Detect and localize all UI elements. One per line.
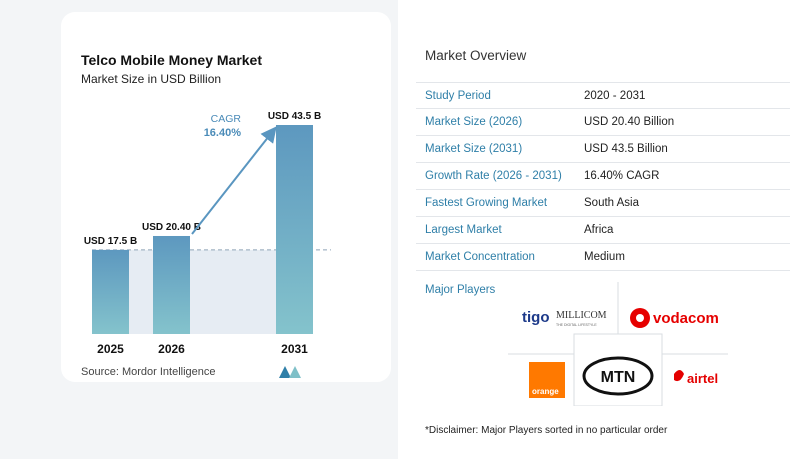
airtel-logo-text: airtel (687, 371, 718, 386)
airtel-logo: airtel (674, 370, 718, 386)
overview-row-value: 2020 - 2031 (584, 89, 646, 102)
orange-logo: orange (529, 362, 565, 398)
cagr-value: 16.40% (204, 127, 242, 139)
x-tick-label: 2031 (281, 342, 308, 356)
overview-row: Market Size (2031) USD 43.5 Billion (416, 136, 790, 163)
overview-row: Growth Rate (2026 - 2031) 16.40% CAGR (416, 163, 790, 190)
cagr-label: CAGR (211, 113, 242, 125)
market-overview-panel: Market Overview Study Period 2020 - 2031 M… (398, 0, 800, 459)
bar-value-label: USD 20.40 B (142, 222, 201, 233)
players-disclaimer: *Disclaimer: Major Players sorted in no … (425, 425, 668, 436)
bar (276, 125, 313, 334)
orange-square-icon (529, 362, 565, 398)
overview-row: Study Period 2020 - 2031 (416, 82, 790, 109)
overview-row-label: Market Concentration (425, 251, 535, 263)
x-tick-label: 2025 (97, 342, 124, 356)
overview-row-label: Study Period (425, 89, 491, 102)
mtn-logo: MTN (582, 356, 654, 396)
airtel-swirl-icon (674, 370, 684, 382)
chart-title: Telco Mobile Money Market (81, 52, 262, 68)
bar-chart: USD 17.5 B 2025 USD 20.40 B 2026 USD 43.5 B 2… (84, 111, 331, 356)
overview-row: Fastest Growing Market South Asia (416, 190, 790, 217)
tigo-logo-text: tigo (522, 309, 550, 326)
overview-row: Largest Market Africa (416, 217, 790, 244)
overview-title: Market Overview (425, 48, 527, 63)
mtn-logo-text: MTN (601, 369, 636, 386)
mtn-oval-icon (582, 356, 654, 396)
grid-box (573, 333, 663, 406)
x-tick-label: 2026 (158, 342, 185, 356)
overview-row-label: Growth Rate (2026 - 2031) (425, 170, 562, 182)
bar (92, 249, 129, 334)
source-note: Source: Mordor Intelligence (81, 366, 216, 378)
overview-row-value: USD 43.5 Billion (584, 143, 668, 155)
orange-logo-text: orange (532, 387, 559, 396)
overview-row-value: Medium (584, 251, 625, 263)
overview-table: Study Period 2020 - 2031 Market Size (2026… (416, 82, 790, 271)
vodacom-logo-text: vodacom (653, 310, 719, 327)
overview-row: Market Concentration Medium (416, 244, 790, 271)
cagr-arrow (191, 126, 277, 235)
overview-row: Market Size (2026) USD 20.40 Billion (416, 109, 790, 136)
overview-row-value: South Asia (584, 197, 639, 209)
major-players-logos: tigo MILLICOM THE DIGITAL LIFESTYLE voda… (508, 282, 728, 406)
millicom-logo-text: MILLICOM (556, 310, 607, 321)
bar (153, 235, 190, 334)
millicom-tagline: THE DIGITAL LIFESTYLE (556, 323, 597, 327)
overview-row-label: Market Size (2026) (425, 116, 523, 128)
overview-row-label: Largest Market (425, 224, 502, 236)
overview-row-label: Fastest Growing Market (425, 197, 548, 209)
overview-row-label: Market Size (2031) (425, 143, 523, 155)
overview-row-value: Africa (584, 224, 614, 236)
bar-value-label: USD 43.5 B (268, 111, 321, 122)
vodacom-logo: vodacom (630, 308, 719, 328)
chart-subtitle: Market Size in USD Billion (81, 72, 222, 86)
bar-value-label: USD 17.5 B (84, 236, 137, 247)
overview-row-value: USD 20.40 Billion (584, 116, 675, 128)
brand-logo-icon (279, 366, 301, 378)
major-players-title: Major Players (425, 284, 496, 296)
market-chart-card: Telco Mobile Money Market Market Size in… (61, 12, 391, 382)
tigo-millicom-logo: tigo MILLICOM THE DIGITAL LIFESTYLE (522, 309, 607, 327)
overview-row-value: 16.40% CAGR (584, 170, 660, 182)
